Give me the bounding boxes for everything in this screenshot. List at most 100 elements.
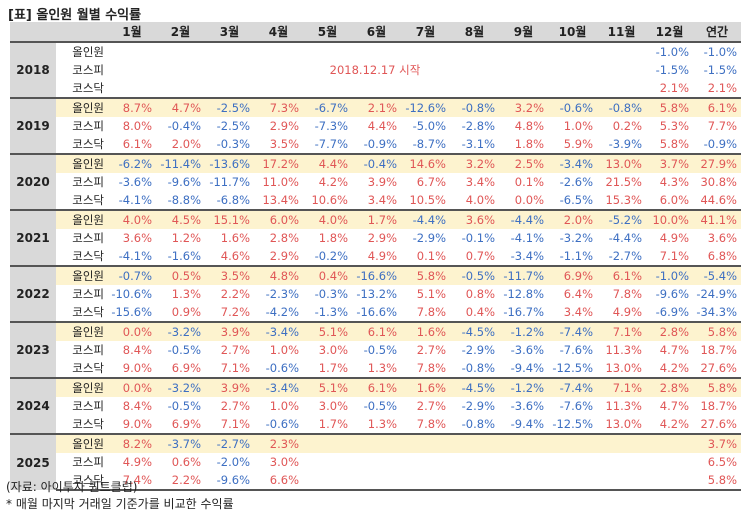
return-cell <box>303 471 352 491</box>
return-cell: -6.9% <box>646 303 693 323</box>
return-cell <box>401 471 450 491</box>
return-cell: -1.2% <box>499 377 548 397</box>
return-cell: 0.4% <box>450 303 499 323</box>
annual-return-cell: 27.6% <box>693 415 741 435</box>
annual-return-cell: -24.9% <box>696 287 737 301</box>
year-label: 2025 <box>10 433 56 490</box>
return-cell: 6.7% <box>416 175 446 189</box>
header-month: 6월 <box>352 22 401 42</box>
index-name: 올인원 <box>56 153 108 173</box>
return-cell: -2.7% <box>597 247 646 267</box>
return-cell: 7.8% <box>401 359 450 379</box>
return-cell: 10.5% <box>401 191 450 211</box>
return-cell: 7.8% <box>401 415 450 435</box>
return-cell: 10.6% <box>303 191 352 211</box>
index-name: 올인원 <box>56 97 108 117</box>
return-cell: 6.0% <box>254 209 303 229</box>
return-cell: -13.2% <box>356 287 397 301</box>
index-name: 올인원 <box>56 321 108 341</box>
return-cell: 5.8% <box>646 135 693 155</box>
table-row: 코스닥 7.4% 2.2% -9.6% 6.6% 5.8% <box>10 471 741 491</box>
year-label: 2023 <box>10 321 56 378</box>
return-cell: -0.5% <box>167 343 201 357</box>
return-cell: -6.7% <box>303 97 352 117</box>
return-cell: 3.0% <box>318 343 348 357</box>
index-name: 코스피 <box>72 231 104 245</box>
return-cell: 1.6% <box>401 321 450 341</box>
return-cell: -15.6% <box>108 303 156 323</box>
return-cell: 3.0% <box>269 455 299 469</box>
return-cell: -0.5% <box>363 399 397 413</box>
return-cell: -2.7% <box>205 433 254 453</box>
return-cell: 4.2% <box>318 175 348 189</box>
index-name: 코스피 <box>72 63 104 77</box>
return-cell <box>646 433 693 453</box>
return-cell: -3.6% <box>510 343 544 357</box>
index-name: 올인원 <box>56 433 108 453</box>
header-month: 3월 <box>205 22 254 42</box>
annual-return-cell: 5.8% <box>693 471 741 491</box>
annual-return-cell: 6.8% <box>693 247 741 267</box>
annual-return-cell: -1.5% <box>703 63 737 77</box>
return-cell: -0.1% <box>461 231 495 245</box>
return-cell: 5.1% <box>303 321 352 341</box>
return-cell: -2.9% <box>412 231 446 245</box>
return-cell: -0.4% <box>167 119 201 133</box>
return-cell: 4.3% <box>659 175 689 189</box>
table-row: 코스닥 6.1% 2.0% -0.3% 3.5% -7.7% -0.9% -8.7% -3.1%… <box>10 135 741 155</box>
return-cell: -6.5% <box>548 191 597 211</box>
return-cell: 0.0% <box>108 321 156 341</box>
return-cell: 3.4% <box>465 175 495 189</box>
return-cell: -8.8% <box>156 191 205 211</box>
table-row: 2024 올인원 0.0% -3.2% 3.9% -3.4% 5.1% 6.1% 1.6% -4.… <box>10 377 741 434</box>
return-cell: 3.6% <box>450 209 499 229</box>
return-cell <box>597 471 646 491</box>
return-cell <box>254 41 303 61</box>
index-name: 코스닥 <box>56 135 108 155</box>
table-row: 코스닥 2.1% 2.1% <box>10 79 741 99</box>
annual-return-cell: 2.1% <box>693 79 741 99</box>
return-cell <box>108 79 156 99</box>
return-cell: 7.3% <box>254 97 303 117</box>
return-cell: 15.3% <box>597 191 646 211</box>
return-cell: -0.5% <box>167 399 201 413</box>
index-name: 코스피 <box>72 399 104 413</box>
return-cell: 3.4% <box>548 303 597 323</box>
return-cell: -11.4% <box>156 153 205 173</box>
return-cell: 0.4% <box>303 265 352 285</box>
return-cell: -3.6% <box>118 175 152 189</box>
return-cell: -4.4% <box>499 209 548 229</box>
return-cell: -1.6% <box>156 247 205 267</box>
return-cell: 0.8% <box>465 287 495 301</box>
return-cell <box>499 79 548 99</box>
return-cell: -7.3% <box>314 119 348 133</box>
table-row: 코스피 -3.6% -9.6% -11.7% 11.0% 4.2% 3.9% 6.7% 3.4%… <box>10 173 741 191</box>
index-name: 코스피 <box>72 455 104 469</box>
return-cell: 7.1% <box>646 247 693 267</box>
return-cell: 3.2% <box>450 153 499 173</box>
return-cell: 1.3% <box>352 359 401 379</box>
footnote: * 매월 마지막 거래일 기준가를 비교한 수익률 <box>6 497 234 511</box>
return-cell: -0.2% <box>303 247 352 267</box>
return-cell: 3.9% <box>367 175 397 189</box>
return-cell: 8.2% <box>108 433 156 453</box>
return-cell: 3.7% <box>646 153 693 173</box>
annual-return-cell: 18.7% <box>700 343 737 357</box>
return-cell: -4.4% <box>401 209 450 229</box>
return-cell: -0.9% <box>352 135 401 155</box>
return-cell: -6.2% <box>108 153 156 173</box>
return-cell: 0.2% <box>612 119 642 133</box>
annual-return-cell: 3.6% <box>707 231 737 245</box>
return-cell: -2.9% <box>461 343 495 357</box>
return-cell: -0.8% <box>450 97 499 117</box>
return-cell: 3.9% <box>205 321 254 341</box>
return-cell: 7.2% <box>205 303 254 323</box>
return-cell <box>597 41 646 61</box>
return-cell: 2.9% <box>367 231 397 245</box>
annual-return-cell: -34.3% <box>693 303 741 323</box>
table-row: 2020 올인원 -6.2% -11.4% -13.6% 17.2% 4.4% -0.4% 14… <box>10 153 741 210</box>
return-cell <box>499 453 548 471</box>
header-month: 8월 <box>450 22 499 42</box>
return-cell: -5.0% <box>412 119 446 133</box>
return-cell: 2.8% <box>646 377 693 397</box>
